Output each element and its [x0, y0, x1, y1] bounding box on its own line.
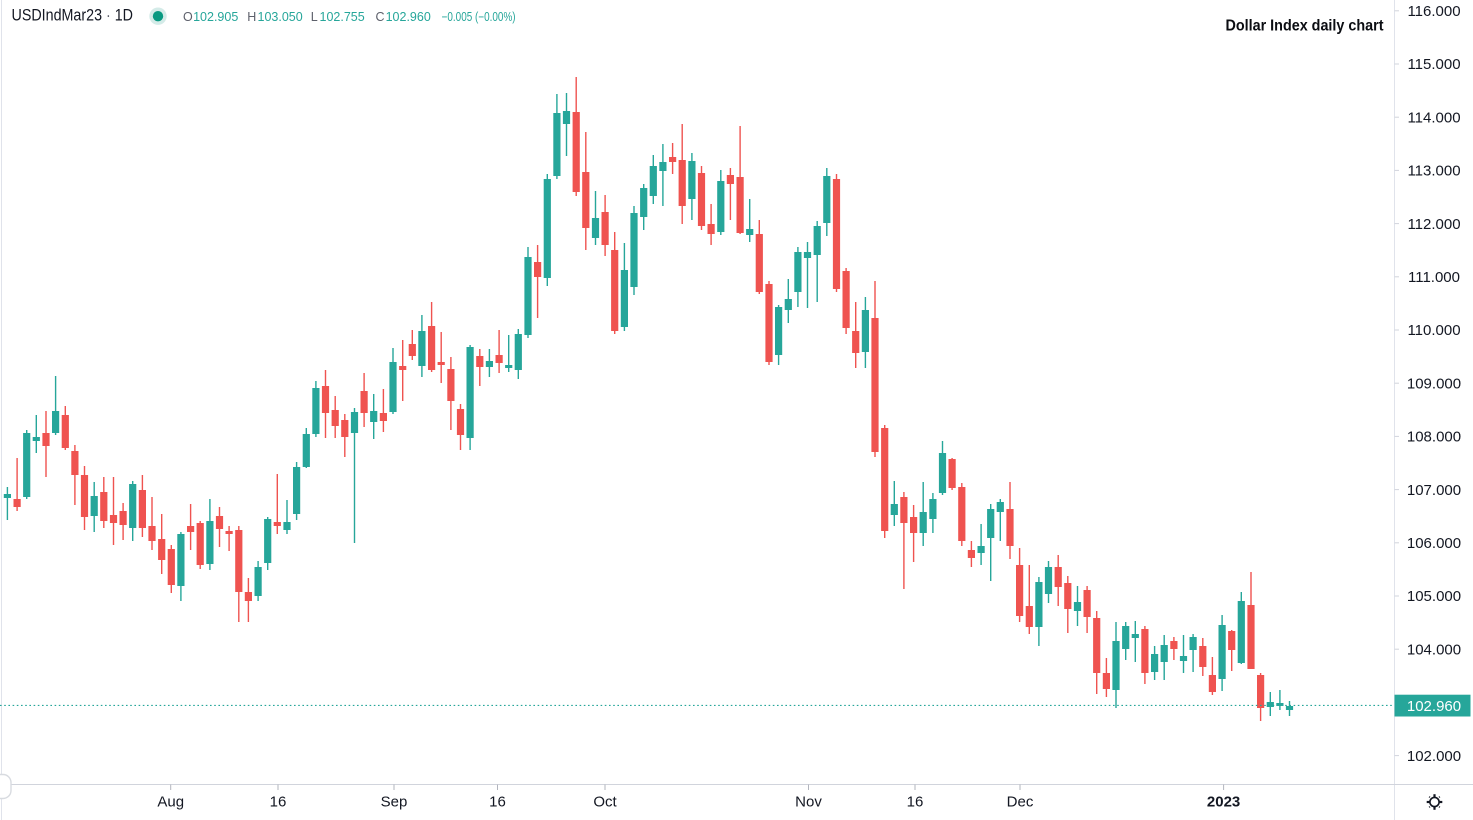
- svg-text:Dec: Dec: [1007, 794, 1034, 811]
- svg-text:16: 16: [907, 794, 924, 811]
- svg-text:USDIndMar23 · 1D: USDIndMar23 · 1D: [12, 6, 134, 25]
- svg-text:106.000: 106.000: [1407, 535, 1461, 552]
- svg-text:111.000: 111.000: [1408, 269, 1460, 286]
- svg-text:102.960: 102.960: [1407, 698, 1461, 715]
- svg-text:110.000: 110.000: [1407, 322, 1460, 339]
- svg-text:113.000: 113.000: [1407, 163, 1460, 180]
- svg-text:Nov: Nov: [795, 794, 822, 811]
- svg-text:114.000: 114.000: [1407, 109, 1460, 126]
- svg-text:−0.005 (−0.00%): −0.005 (−0.00%): [442, 10, 516, 24]
- svg-text:Dollar Index daily chart: Dollar Index daily chart: [1226, 18, 1384, 35]
- svg-text:112.000: 112.000: [1407, 216, 1460, 233]
- svg-text:105.000: 105.000: [1407, 588, 1461, 605]
- svg-text:16: 16: [270, 794, 287, 811]
- svg-text:109.000: 109.000: [1407, 375, 1461, 392]
- svg-text:Aug: Aug: [157, 794, 184, 811]
- svg-text:2023: 2023: [1207, 794, 1240, 811]
- svg-text:115.000: 115.000: [1407, 56, 1460, 73]
- svg-text:102.000: 102.000: [1407, 748, 1461, 765]
- svg-text:116.000: 116.000: [1407, 3, 1460, 20]
- svg-text:Oct: Oct: [593, 794, 617, 811]
- svg-text:Sep: Sep: [381, 794, 408, 811]
- svg-text:104.000: 104.000: [1407, 641, 1461, 658]
- svg-text:107.000: 107.000: [1407, 482, 1461, 499]
- svg-text:16: 16: [489, 794, 506, 811]
- svg-text:108.000: 108.000: [1407, 429, 1461, 446]
